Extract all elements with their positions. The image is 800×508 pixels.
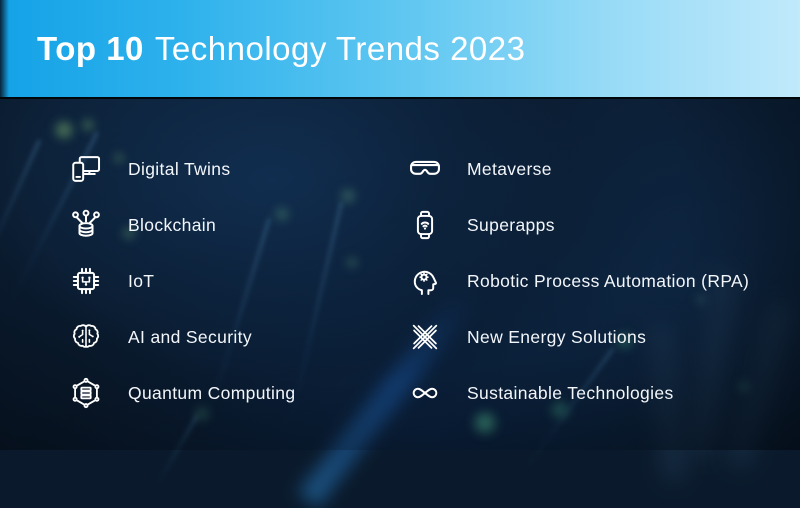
trend-item-digital-twins: Digital Twins xyxy=(66,141,295,197)
page-title: Top 10 Technology Trends 2023 xyxy=(37,32,526,65)
trend-label: New Energy Solutions xyxy=(467,326,647,347)
digital-twins-icon xyxy=(66,149,106,189)
header-band: Top 10 Technology Trends 2023 xyxy=(0,0,800,99)
energy-knot-icon xyxy=(405,317,445,357)
trend-label: Quantum Computing xyxy=(128,382,296,403)
trend-column-right: Metaverse Superapps Robotic Process Auto… xyxy=(405,141,749,421)
trend-item-blockchain: Blockchain xyxy=(66,197,295,253)
trend-label: Blockchain xyxy=(128,214,217,235)
title-highlight: Top 10 xyxy=(37,30,144,67)
iot-chip-icon xyxy=(66,261,106,301)
trend-label: Robotic Process Automation (RPA) xyxy=(467,270,750,291)
trend-column-left: Digital Twins Blockchain IoT xyxy=(66,141,295,421)
trend-item-iot: IoT xyxy=(66,253,295,309)
vr-goggles-icon xyxy=(405,149,445,189)
trend-item-rpa: Robotic Process Automation (RPA) xyxy=(405,253,749,309)
trend-item-sustainable-tech: Sustainable Technologies xyxy=(405,365,749,421)
title-text: Technology Trends 2023 xyxy=(154,30,526,67)
blockchain-icon xyxy=(66,205,106,245)
trend-label: Metaverse xyxy=(467,158,552,179)
trend-label: IoT xyxy=(128,270,155,291)
trend-item-new-energy: New Energy Solutions xyxy=(405,309,749,365)
infinity-icon xyxy=(405,373,445,413)
ai-brain-icon xyxy=(66,317,106,357)
smartwatch-icon xyxy=(405,205,445,245)
trend-item-quantum-computing: Quantum Computing xyxy=(66,365,295,421)
trend-item-metaverse: Metaverse xyxy=(405,141,749,197)
quantum-computing-icon xyxy=(66,373,106,413)
head-gear-icon xyxy=(405,261,445,301)
trend-label: Sustainable Technologies xyxy=(467,382,674,403)
trend-label: AI and Security xyxy=(128,326,252,347)
trend-label: Digital Twins xyxy=(128,158,231,179)
trend-label: Superapps xyxy=(467,214,555,235)
trend-item-ai-security: AI and Security xyxy=(66,309,295,365)
trend-item-superapps: Superapps xyxy=(405,197,749,253)
